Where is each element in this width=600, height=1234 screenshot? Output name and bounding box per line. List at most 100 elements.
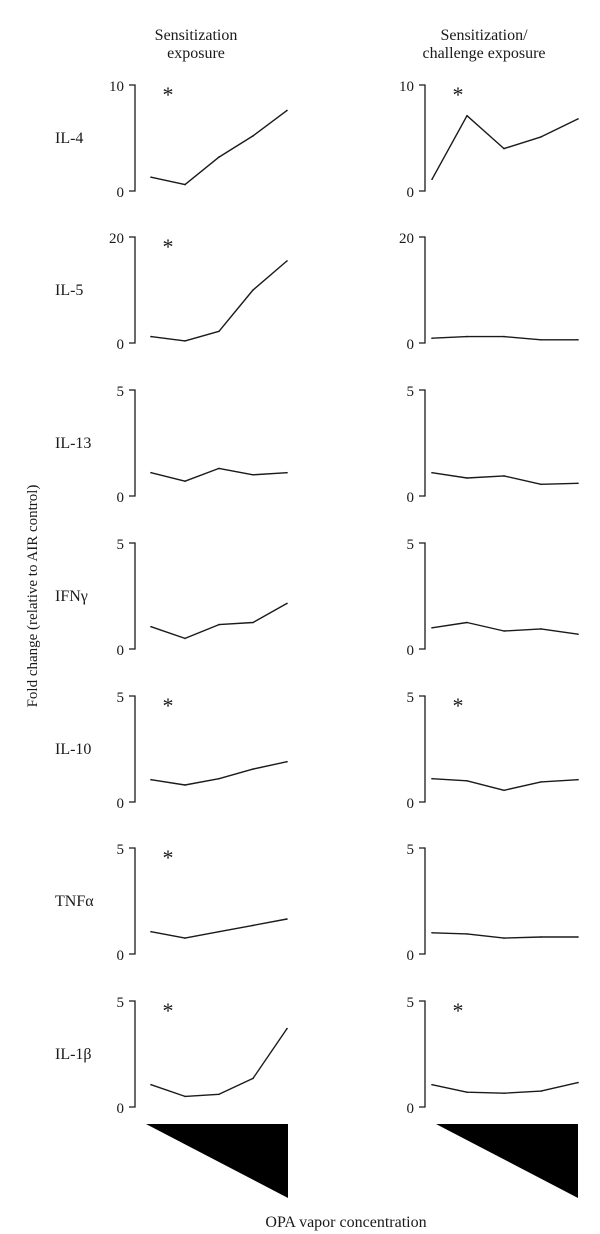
point-il-1-chal-1: [431, 1083, 433, 1086]
series-line-il-4-chal: [431, 114, 579, 180]
point-il-1-sens-3: [218, 1093, 220, 1096]
y-axis-il-13-chal: [419, 389, 426, 497]
point-tnf-sens-1: [150, 930, 152, 933]
tick-label-bottom-ifn-chal: 0: [407, 643, 415, 659]
point-ifn-chal-5: [577, 633, 579, 635]
point-il-10-chal-4: [540, 781, 542, 783]
point-tnf-chal-3: [503, 937, 505, 939]
point-ifn-chal-3: [503, 630, 505, 632]
y-axis-il-5-chal: [419, 236, 426, 344]
point-il-13-chal-3: [503, 475, 505, 477]
tick-label-bottom-il-4-chal: 0: [407, 185, 415, 201]
point-il-4-sens-4: [252, 135, 254, 137]
tick-label-bottom-il-10-chal: 0: [407, 796, 415, 812]
point-il-4-chal-1: [431, 178, 433, 181]
point-il-13-sens-4: [252, 474, 254, 476]
point-tnf-chal-5: [577, 936, 579, 938]
cytokine-label-il-5-sens: IL-5: [55, 282, 83, 299]
panel-il-5-chal: 20 0: [399, 231, 579, 353]
point-il-10-chal-1: [431, 777, 433, 780]
point-il-10-sens-3: [218, 777, 220, 780]
point-il-5-chal-2: [466, 335, 468, 338]
left-column-title-line2: exposure: [167, 45, 225, 62]
y-axis-ifn-sens: [129, 542, 136, 650]
panel-ifn-sens: 5 0 IFNγ: [55, 537, 288, 659]
significance-il-1-sens: *: [163, 998, 174, 1023]
series-line-il-1-chal: [431, 1081, 579, 1094]
y-axis-tnf-sens: [129, 847, 136, 955]
point-il-5-sens-1: [150, 335, 152, 338]
left-column-title-line1: Sensitization: [155, 27, 238, 44]
point-il-1-sens-1: [150, 1083, 152, 1086]
significance-il-1-chal: *: [453, 998, 464, 1023]
tick-label-top-il-5-chal: 20: [399, 231, 414, 247]
tick-label-bottom-tnf-chal: 0: [407, 948, 415, 964]
series-line-il-10-chal: [431, 778, 579, 791]
point-ifn-sens-2: [184, 637, 186, 640]
point-il-1-chal-4: [540, 1090, 542, 1092]
panel-il-13-chal: 50: [407, 384, 579, 506]
series-line-il-1-sens: [150, 1028, 288, 1098]
point-il-13-chal-2: [466, 477, 468, 479]
tick-label-top-il-4-sens: 10: [109, 79, 124, 95]
cytokine-label-il-1-sens: IL-1β: [55, 1046, 92, 1063]
tick-label-top-il-5-sens: 20: [109, 231, 124, 247]
cytokine-label-il-4-sens: IL-4: [55, 130, 83, 147]
point-il-5-chal-4: [540, 339, 542, 341]
point-il-13-sens-1: [150, 471, 152, 474]
tick-label-bottom-tnf-sens: 0: [117, 948, 125, 964]
point-il-4-sens-2: [184, 183, 186, 186]
point-tnf-chal-2: [466, 933, 468, 935]
point-tnf-sens-5: [286, 918, 288, 920]
series-line-il-5-sens: [150, 260, 288, 342]
right-column-title-line1: Sensitization/: [440, 27, 528, 44]
tick-label-bottom-il-10-sens: 0: [117, 796, 125, 812]
panel-il-4-sens: 10 0 IL-4 *: [55, 79, 288, 201]
y-axis-ifn-chal: [419, 542, 426, 650]
point-il-1-sens-2: [184, 1095, 186, 1098]
tick-label-bottom-il-4-sens: 0: [117, 185, 125, 201]
y-axis-il-4-chal: [419, 84, 426, 192]
point-il-1-chal-5: [577, 1081, 579, 1084]
point-il-10-chal-5: [577, 778, 579, 781]
tick-label-top-ifn-sens: 5: [117, 537, 125, 553]
tick-label-top-il-13-sens: 5: [117, 384, 125, 400]
tick-label-bottom-il-1-sens: 0: [117, 1101, 125, 1117]
point-il-10-sens-2: [184, 784, 186, 786]
point-il-10-sens-4: [252, 768, 254, 770]
point-il-13-chal-5: [577, 482, 579, 485]
concentration-wedge-right: [436, 1124, 578, 1198]
point-il-10-chal-2: [466, 780, 468, 782]
panel-il-10-sens: 5 0 IL-10 *: [55, 690, 288, 812]
point-ifn-sens-1: [150, 625, 152, 628]
point-tnf-chal-1: [431, 932, 433, 934]
series-line-tnf-chal: [431, 932, 578, 939]
point-il-13-sens-3: [218, 467, 220, 470]
point-tnf-sens-3: [218, 930, 220, 933]
point-il-4-sens-3: [218, 156, 220, 158]
point-tnf-sens-4: [252, 924, 254, 927]
y-axis-il-13-sens: [129, 389, 136, 497]
y-axis-il-10-chal: [419, 695, 426, 803]
panel-il-4-chal: 10 0 *: [399, 79, 579, 201]
tick-label-top-il-13-chal: 5: [407, 384, 415, 400]
significance-il-10-sens: *: [163, 693, 174, 718]
significance-il-4-chal: *: [453, 82, 464, 107]
cytokine-label-il-10-sens: IL-10: [55, 741, 91, 758]
point-ifn-sens-5: [286, 602, 288, 605]
y-axis-il-10-sens: [129, 695, 136, 803]
point-il-5-chal-3: [503, 335, 505, 338]
series-line-ifn-chal: [431, 621, 579, 635]
tick-label-bottom-ifn-sens: 0: [117, 643, 125, 659]
panel-il-1-chal: 5 0 *: [407, 995, 579, 1117]
cytokine-label-tnf-sens: TNFα: [55, 893, 94, 910]
tick-label-bottom-il-1-chal: 0: [407, 1101, 415, 1117]
right-column-title-line2: challenge exposure: [422, 45, 545, 62]
point-ifn-sens-3: [218, 623, 220, 626]
y-axis-il-1-sens: [129, 1000, 136, 1108]
point-tnf-sens-2: [184, 937, 186, 939]
tick-label-top-tnf-chal: 5: [407, 842, 415, 858]
panel-il-10-chal: 5 0 *: [407, 690, 579, 812]
